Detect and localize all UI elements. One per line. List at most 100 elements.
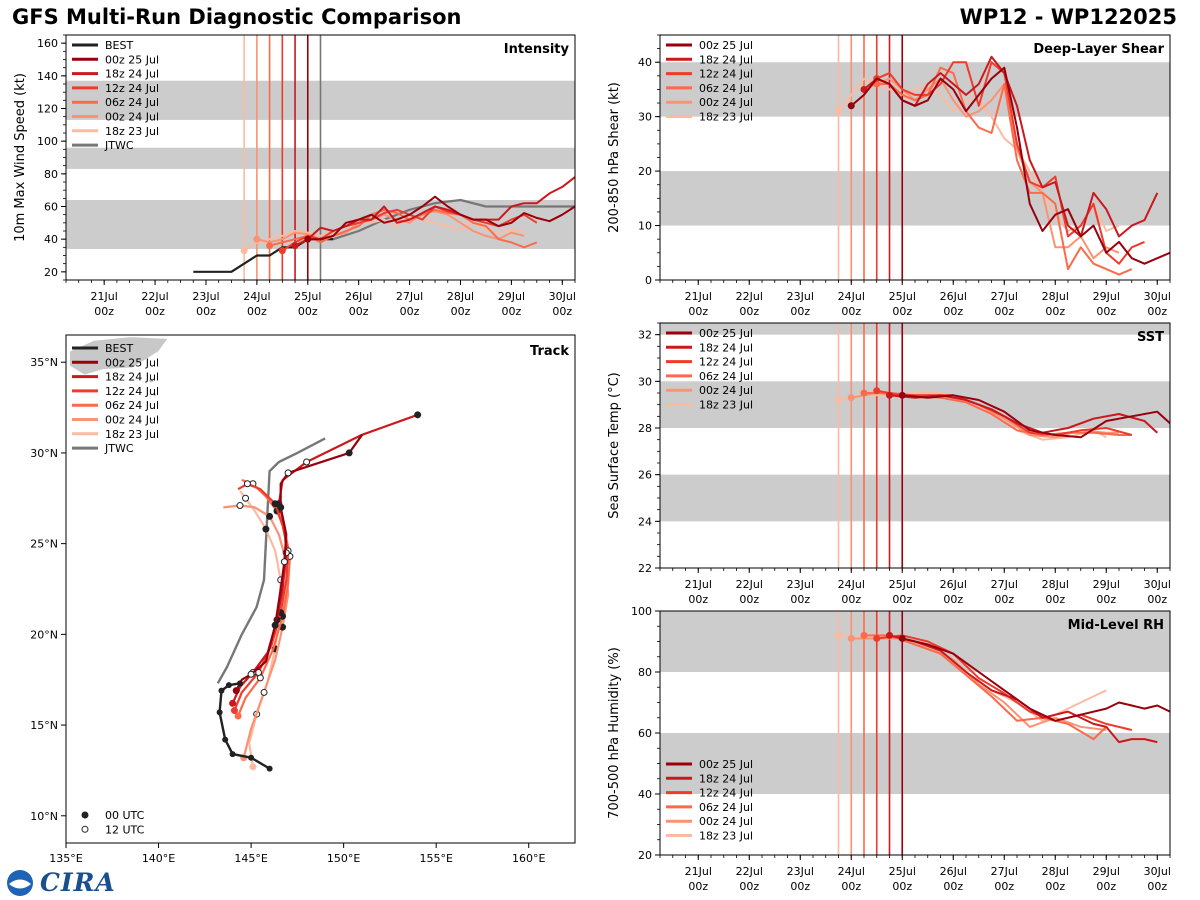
sst-ytick-label: 28 [638,422,652,435]
rh-xtick-hour: 00z [892,880,912,893]
track-12utc-marker [303,458,311,466]
intensity-xtick-hour: 00z [196,305,216,318]
shear-band [660,171,1170,226]
track-marker-legend-symbol [81,811,89,819]
track-12utc-marker [280,558,288,566]
intensity-ytick-label: 120 [37,103,58,116]
track-jtwc-line [216,437,326,684]
intensity-xtick-hour: 00z [94,305,114,318]
intensity-legend-label: 06z 24 Jul [105,96,159,109]
shear-legend-label: 18z 24 Jul [699,53,753,66]
intensity-xtick-hour: 00z [247,305,267,318]
sst-xtick-day: 23Jul [787,578,814,591]
intensity-series-start-marker [266,242,274,250]
sst-series-start-marker [860,389,868,397]
intensity-series-start-marker [304,235,312,243]
track-12utc-marker [236,502,244,510]
track-legend-label: 00z 25 Jul [105,356,159,369]
sst-xtick-day: 28Jul [1042,578,1069,591]
track-lon-label: 145°E [234,852,267,865]
sst-legend-label: 00z 25 Jul [699,327,753,340]
intensity-xtick-day: 25Jul [294,290,321,303]
track-series-line [231,413,419,704]
shear-xtick-day: 26Jul [940,290,967,303]
sst-legend-label: 00z 24 Jul [699,384,753,397]
sst-ytick-label: 30 [638,375,652,388]
shear-xtick-day: 27Jul [991,290,1018,303]
sst-xtick-hour: 00z [790,593,810,606]
track-marker-legend-symbol [81,825,89,833]
track-lat-label: 20°N [30,628,58,641]
intensity-panel: 20 40 60 80 100 120 140 160 21Jul 00z 22Jul 00z 23Ju… [13,34,576,318]
shear-series-line [850,66,1171,265]
rh-xtick-hour: 00z [1096,880,1116,893]
track-best-marker [248,754,255,761]
track-12utc-marker [284,469,292,477]
track-12utc-marker [242,494,250,502]
sst-xtick-hour: 00z [1096,593,1116,606]
intensity-series-start-marker [240,247,248,255]
sst-xtick-day: 24Jul [838,578,865,591]
sst-xtick-day: 30Jul [1144,578,1171,591]
sst-series-start-marker [873,387,881,395]
intensity-xtick-day: 30Jul [549,290,576,303]
rh-legend-label: 18z 23 Jul [699,830,753,843]
rh-ytick-label: 40 [638,788,652,801]
track-marker-legend-label: 00 UTC [105,809,145,822]
rh-xtick-hour: 00z [739,880,759,893]
shear-legend-label: 12z 24 Jul [699,68,753,81]
sst-legend-label: 06z 24 Jul [699,370,753,383]
shear-xtick-day: 30Jul [1144,290,1171,303]
shear-xtick-day: 21Jul [685,290,712,303]
rh-xtick-hour: 00z [790,880,810,893]
sst-xtick-hour: 00z [1045,593,1065,606]
shear-panel: 0 10 20 30 40 21Jul 00z 22Jul 00z 23Jul 00z 24Jul 00… [607,34,1171,318]
rh-ytick-label: 60 [638,727,652,740]
track-best-marker [216,709,223,716]
rh-series-line [876,634,1133,731]
rh-legend-label: 00z 25 Jul [699,758,753,771]
intensity-legend-label: 12z 24 Jul [105,82,159,95]
sst-series-line [902,394,1171,439]
track-panel: 135°E 140°E 145°E 150°E 155°E 160°E 10°N 15°N 20… [30,334,576,865]
shear-series-line [863,77,1120,260]
rh-series-start-marker [873,634,881,642]
sst-xtick-hour: 00z [739,593,759,606]
sst-title: SST [1137,330,1164,345]
intensity-xtick-hour: 00z [400,305,420,318]
sst-xtick-hour: 00z [1147,593,1167,606]
rh-ytick-label: 80 [638,666,652,679]
track-best-marker [218,687,225,694]
rh-series-line [851,637,1107,731]
shear-xtick-hour: 00z [688,305,708,318]
noaa-seal-bird [9,879,31,889]
shear-legend-label: 18z 23 Jul [699,111,753,124]
track-best-marker [225,682,232,689]
shear-xtick-hour: 00z [943,305,963,318]
intensity-ylabel: 10m Max Wind Speed (kt) [13,73,28,242]
intensity-xtick-day: 21Jul [91,290,118,303]
intensity-legend-label: JTWC [104,139,134,152]
intensity-ytick-label: 100 [37,135,58,148]
shear-xtick-hour: 00z [1096,305,1116,318]
shear-xtick-hour: 00z [739,305,759,318]
track-12utc-marker [247,670,255,678]
rh-series-start-marker [860,631,868,639]
intensity-xtick-hour: 00z [501,305,521,318]
track-lon-label: 140°E [142,852,175,865]
shear-ytick-label: 30 [638,111,652,124]
sst-xtick-hour: 00z [943,593,963,606]
track-lat-label: 15°N [30,719,58,732]
sst-xtick-hour: 00z [994,593,1014,606]
rh-xtick-day: 21Jul [685,865,712,878]
intensity-xtick-hour: 00z [451,305,471,318]
track-title: Track [530,344,569,359]
rh-series-start-marker [835,631,842,639]
intensity-xtick-hour: 00z [298,305,318,318]
sst-series-start-marker [898,391,906,399]
track-marker-legend-label: 12 UTC [105,823,145,836]
track-legend-label: 18z 24 Jul [105,371,159,384]
sst-xtick-day: 22Jul [736,578,763,591]
sst-ytick-label: 24 [638,515,652,528]
track-start-marker [234,712,242,720]
